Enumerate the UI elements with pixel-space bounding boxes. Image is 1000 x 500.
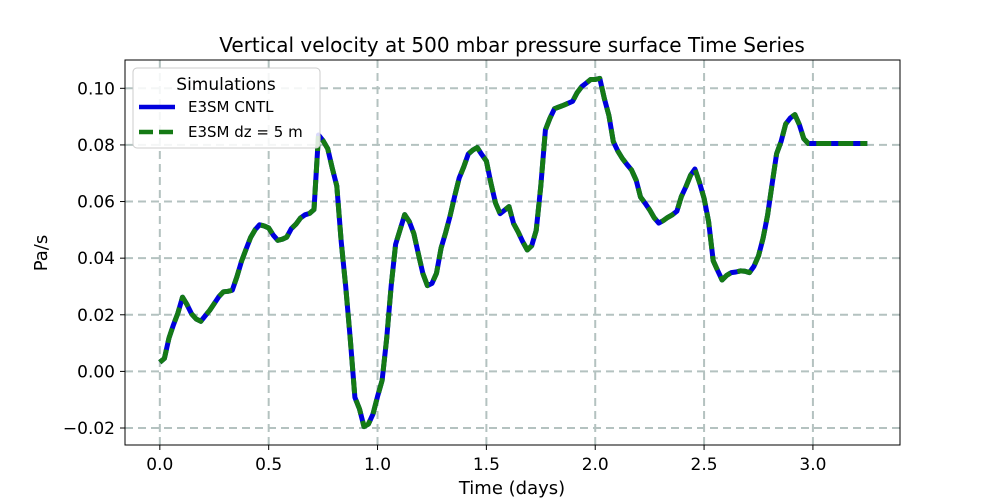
- y-tick-label: 0.00: [77, 362, 115, 382]
- chart-title: Vertical velocity at 500 mbar pressure s…: [219, 33, 805, 57]
- x-tick-label: 0.0: [146, 455, 173, 475]
- y-tick-label: 0.02: [77, 306, 115, 326]
- y-tick-label: −0.02: [63, 419, 115, 439]
- y-tick-label: 0.06: [77, 193, 115, 213]
- series-line-e3sm-dz5: [158, 75, 868, 430]
- x-tick-label: 3.0: [799, 455, 826, 475]
- x-tick-label: 2.0: [582, 455, 609, 475]
- legend: Simulations E3SM CNTL E3SM dz = 5 m: [132, 67, 321, 149]
- legend-box: [132, 67, 321, 149]
- legend-label-dz5: E3SM dz = 5 m: [188, 123, 303, 141]
- legend-label-cntl: E3SM CNTL: [188, 98, 274, 116]
- plot-frame: [124, 59, 901, 446]
- y-tick-label: 0.04: [77, 249, 115, 269]
- x-tick-label: 2.5: [691, 455, 718, 475]
- y-axis-label: Pa/s: [31, 235, 52, 272]
- x-axis-label: Time (days): [458, 478, 565, 499]
- y-tick-label: 0.10: [77, 79, 115, 99]
- x-tick-label: 0.5: [255, 455, 282, 475]
- x-tick-label: 1.0: [364, 455, 391, 475]
- y-tick-label: 0.08: [77, 136, 115, 156]
- axis-ticks: 0.0 0.5 1.0 1.5 2.0 2.5 3.0 −0.02 0.00 0.02 0.04 0.…: [63, 79, 827, 475]
- legend-title: Simulations: [176, 75, 276, 95]
- series-lines: [158, 75, 868, 430]
- x-tick-label: 1.5: [473, 455, 500, 475]
